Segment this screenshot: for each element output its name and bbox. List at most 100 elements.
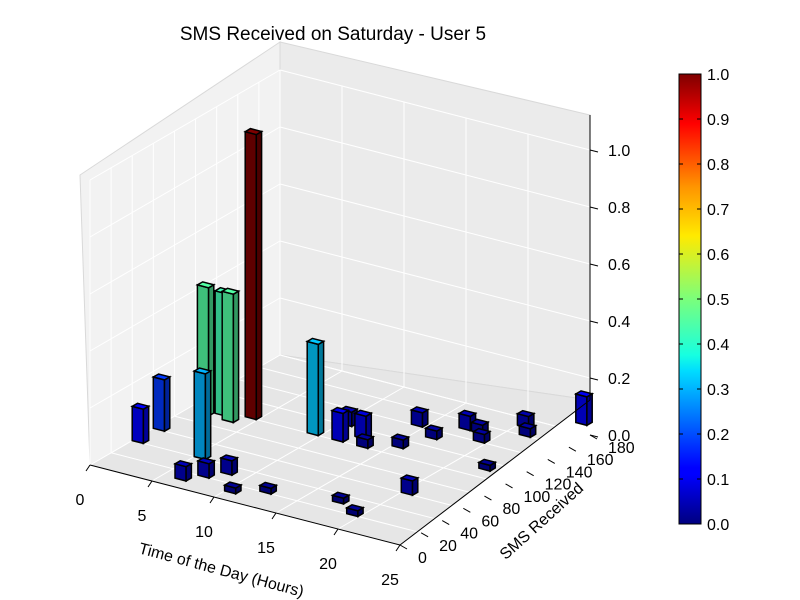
bar-top [130,402,151,411]
y-tick-label: 60 [481,513,499,530]
bar-side [204,369,212,461]
bar-top [517,421,538,430]
z-tick-labels: 0.0 0.2 0.4 0.6 0.8 1.0 [589,143,630,445]
chart-title: SMS Received on Saturday - User 5 [180,24,486,45]
x-tick-label: 20 [319,556,337,573]
grid-line [279,69,591,151]
bar-front [193,370,207,461]
bar-top [469,418,490,427]
bar-top [222,481,243,489]
grid-line [89,69,281,181]
bar [476,458,498,473]
grid-line [275,402,467,514]
y-tick-label: 20 [439,538,457,555]
y-tick-mark [547,459,556,464]
bar [330,491,351,506]
y-tick-mark [568,446,577,452]
y-tick-label: 100 [524,489,551,506]
z-tick-label: 0.0 [608,428,630,445]
bar [257,481,279,496]
bar-front [152,376,166,433]
bar [399,474,420,497]
x-tick-mark [395,544,401,552]
bar-front [244,130,258,421]
colorbar-ticks: 0.0 0.1 0.2 0.3 0.4 0.5 0.6 0.7 0.8 0.9 1.0 [679,67,729,534]
z-tick-mark [589,434,599,438]
z-tick-label: 0.6 [608,257,630,274]
bar-top [330,491,351,500]
bar-side [317,339,325,437]
bar-top [305,337,326,346]
x-tick-mark [209,496,215,504]
bar-top [173,459,194,468]
axes-panes [79,41,592,546]
bar [390,433,411,451]
colorbar-tick-label: 1.0 [707,67,729,84]
bar-top [344,503,366,512]
bar-side [142,404,150,445]
bar [130,402,151,445]
bar-side [255,130,263,421]
z-tick-mark [589,206,599,210]
bar-top [330,406,351,415]
z-tick-mark [589,149,599,153]
colorbar-tick-label: 0.8 [707,157,729,174]
x-tick-label: 0 [76,492,85,509]
z-tick-mark [589,320,599,324]
y-tick-mark [420,532,429,538]
y-tick-mark [526,471,534,477]
colorbar-tick-label: 0.4 [707,337,729,354]
bar-top [573,390,595,398]
bar-top [352,409,374,418]
y-tick-mark [399,544,408,550]
y-tick-mark [484,495,492,501]
colorbar-tick-label: 0.6 [707,247,729,264]
x-tick-label: 15 [257,540,275,557]
bar [423,424,445,441]
y-axis-line [399,399,591,546]
grid-line [279,354,591,436]
bar [173,459,194,483]
bar-front [221,290,235,424]
y-tick-mark [463,507,471,513]
x-axis-label: Time of the Day (Hours) [137,540,306,600]
x-tick-mark [333,528,339,536]
grid-line [337,418,529,530]
colorbar-tick-label: 0.2 [707,427,729,444]
bar-top [195,457,217,465]
bar [220,287,241,424]
x-tick-labels: 0 5 10 15 20 25 [76,464,401,589]
y-tick-label: 180 [608,440,635,457]
bar-top [423,424,445,432]
x-tick-mark [271,512,277,520]
bar-top [151,373,172,381]
bar [222,481,243,496]
bar [305,337,326,437]
z-tick-label: 0.4 [608,314,630,331]
z-tick-label: 0.2 [608,371,630,388]
bar [344,503,366,518]
x-tick-label: 5 [138,508,147,525]
bar-top [399,474,420,482]
y-tick-label: 160 [587,452,614,469]
y-tick-mark [441,520,450,525]
bar [330,406,351,444]
colorbar-tick-label: 0.7 [707,202,729,219]
grid-line [174,415,485,497]
grid-line [213,386,405,498]
bar [471,427,492,445]
bar [517,421,538,439]
z-tick-mark [589,377,599,381]
bar-top [220,287,241,296]
bar-top [390,433,411,441]
bar-side [163,375,171,433]
bar-top [476,458,498,467]
bar-top [354,433,376,441]
y-tick-label: 140 [566,464,593,481]
bar-top [218,454,240,462]
z-tick-mark [589,263,599,267]
x-tick-label: 25 [381,572,399,589]
grid-line [237,378,548,460]
